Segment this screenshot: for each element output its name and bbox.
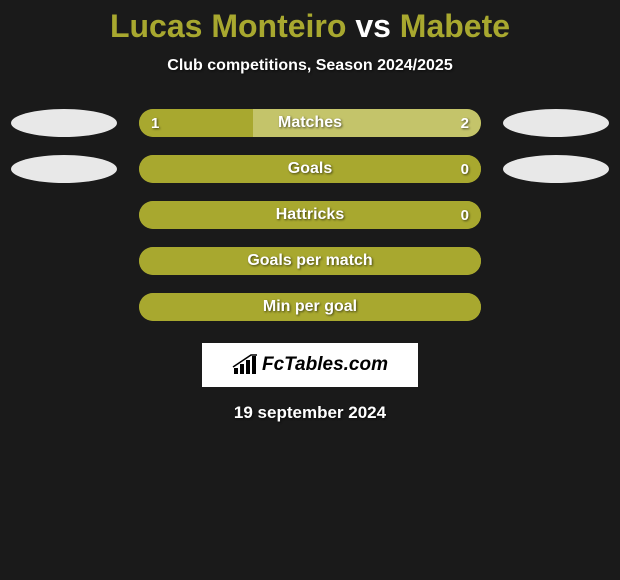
- stat-bar: 0Goals: [139, 155, 481, 183]
- player1-badge: [11, 109, 117, 137]
- logo-box: FcTables.com: [202, 343, 418, 387]
- stat-row: 12Matches: [0, 109, 620, 137]
- player2-badge: [503, 109, 609, 137]
- stat-bar: Min per goal: [139, 293, 481, 321]
- stat-label: Goals: [139, 155, 481, 183]
- date-text: 19 september 2024: [0, 403, 620, 423]
- stat-label: Matches: [139, 109, 481, 137]
- title: Lucas Monteiro vs Mabete: [0, 8, 620, 45]
- stat-bar: Goals per match: [139, 247, 481, 275]
- vs-text: vs: [355, 8, 391, 44]
- stat-label: Hattricks: [139, 201, 481, 229]
- player2-badge: [503, 155, 609, 183]
- stat-row: Min per goal: [0, 293, 620, 321]
- stat-label: Goals per match: [139, 247, 481, 275]
- player1-name: Lucas Monteiro: [110, 8, 346, 44]
- stat-row: Goals per match: [0, 247, 620, 275]
- stat-bar: 12Matches: [139, 109, 481, 137]
- stat-bar: 0Hattricks: [139, 201, 481, 229]
- logo-text: FcTables.com: [262, 354, 388, 376]
- stat-rows: 12Matches 0Goals 0Hattricks Goals per match…: [0, 109, 620, 321]
- stat-row: 0Goals: [0, 155, 620, 183]
- player2-name: Mabete: [400, 8, 510, 44]
- subtitle: Club competitions, Season 2024/2025: [0, 57, 620, 75]
- comparison-infographic: Lucas Monteiro vs Mabete Club competitio…: [0, 0, 620, 423]
- stat-row: 0Hattricks: [0, 201, 620, 229]
- player1-badge: [11, 155, 117, 183]
- chart-icon: [232, 354, 258, 376]
- stat-label: Min per goal: [139, 293, 481, 321]
